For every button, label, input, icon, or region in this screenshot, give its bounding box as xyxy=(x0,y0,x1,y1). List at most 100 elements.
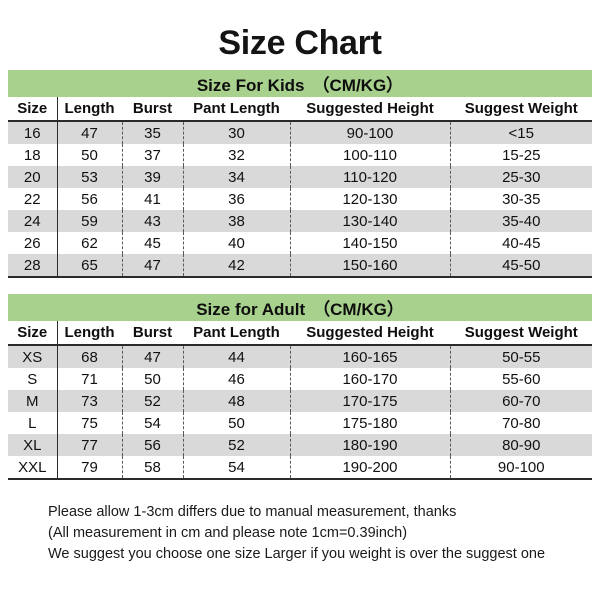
cell-pant-length: 30 xyxy=(182,121,290,144)
cell-burst: 43 xyxy=(121,210,183,232)
cell-suggest-weight: 70-80 xyxy=(449,412,593,434)
table-row: 26 62 45 40 140-150 40-45 xyxy=(8,232,593,254)
cell-pant-length: 54 xyxy=(182,456,290,480)
cell-size: 26 xyxy=(23,234,41,252)
cell-length: 47 xyxy=(56,121,122,144)
kids-col-header-suggest-weight: Suggest Weight xyxy=(449,97,593,122)
adult-band-unit: （CM/KG） xyxy=(313,300,404,319)
table-row: M 73 52 48 170-175 60-70 xyxy=(8,390,593,412)
cell-suggested-height: 190-200 xyxy=(289,456,450,480)
table-row: 16 47 35 30 90-100 <15 xyxy=(8,121,593,144)
cell-suggest-weight: 50-55 xyxy=(449,345,593,368)
cell-size: XL xyxy=(8,434,57,456)
cell-pant-length: 44 xyxy=(182,345,290,368)
cell-suggest-weight: <15 xyxy=(449,121,593,144)
cell-suggested-height: 140-150 xyxy=(289,232,450,254)
cell-pant-length: 38 xyxy=(182,210,290,232)
cell-pant-length: 32 xyxy=(182,144,290,166)
cell-suggested-height: 110-120 xyxy=(289,166,450,188)
cell-burst: 47 xyxy=(121,345,183,368)
table-row: L 75 54 50 175-180 70-80 xyxy=(8,412,593,434)
cell-burst: 37 xyxy=(121,144,183,166)
cell-pant-length: 46 xyxy=(182,368,290,390)
cell-pant-length: 42 xyxy=(182,254,290,278)
cell-pant-length: 52 xyxy=(182,434,290,456)
cell-burst: 47 xyxy=(121,254,183,278)
measurement-notes: Please allow 1-3cm differs due to manual… xyxy=(0,502,600,565)
table-row: 28 65 47 42 150-160 45-50 xyxy=(8,254,593,278)
cell-size: 20 xyxy=(8,166,57,188)
cell-suggest-weight: 25-30 xyxy=(449,166,593,188)
kids-col-header-suggested-height: Suggested Height xyxy=(289,97,450,122)
cell-suggested-height: 100-110 xyxy=(289,144,450,166)
cell-suggested-height: 120-130 xyxy=(289,188,450,210)
cell-length: 56 xyxy=(56,188,122,210)
cell-length: 73 xyxy=(56,390,122,412)
cell-suggested-height: 90-100 xyxy=(289,121,450,144)
adult-band-cell: Size for Adult （CM/KG） xyxy=(8,294,593,321)
table-row: 20 53 39 34 110-120 25-30 xyxy=(8,166,593,188)
cell-burst: 41 xyxy=(121,188,183,210)
kids-band-cell: Size For Kids （CM/KG） xyxy=(8,70,593,97)
cell-suggested-height: 160-165 xyxy=(289,345,450,368)
table-row: 24 59 43 38 130-140 35-40 xyxy=(8,210,593,232)
cell-suggested-height: 130-140 xyxy=(289,210,450,232)
cell-size: XS xyxy=(8,345,57,368)
adult-band-title: Size for Adult xyxy=(196,300,306,319)
adult-col-header-size: Size xyxy=(8,321,57,346)
kids-col-header-length: Length xyxy=(56,97,122,122)
cell-suggest-weight: 45-50 xyxy=(449,254,593,278)
cell-suggest-weight: 60-70 xyxy=(449,390,593,412)
adult-col-header-length: Length xyxy=(56,321,122,346)
cell-length: 53 xyxy=(56,166,122,188)
adult-header-row: Size Length Burst Pant Length Suggested … xyxy=(8,321,593,346)
cell-suggest-weight: 55-60 xyxy=(449,368,593,390)
cell-suggest-weight: 30-35 xyxy=(449,188,593,210)
table-row: 18 50 37 32 100-110 15-25 xyxy=(8,144,593,166)
cell-size: 22 xyxy=(23,190,41,208)
kids-band-title: Size For Kids xyxy=(196,76,305,95)
cell-size: M xyxy=(8,390,57,412)
cell-pant-length: 40 xyxy=(182,232,290,254)
kids-table-band: Size For Kids （CM/KG） xyxy=(8,70,593,97)
note-line-2: (All measurement in cm and please note 1… xyxy=(48,525,408,541)
cell-length: 68 xyxy=(56,345,122,368)
adult-col-header-burst: Burst xyxy=(121,321,183,346)
cell-burst: 54 xyxy=(121,412,183,434)
cell-suggest-weight: 15-25 xyxy=(449,144,593,166)
cell-suggested-height: 160-170 xyxy=(289,368,450,390)
cell-burst: 50 xyxy=(121,368,183,390)
cell-length: 75 xyxy=(56,412,122,434)
adult-size-table: Size for Adult （CM/KG） Size Length Burst … xyxy=(8,294,593,480)
kids-header-row: Size Length Burst Pant Length Suggested … xyxy=(8,97,593,122)
kids-band-unit: （CM/KG） xyxy=(312,76,404,95)
cell-burst: 35 xyxy=(121,121,183,144)
cell-suggested-height: 150-160 xyxy=(289,254,450,278)
table-row: 22 56 41 36 120-130 30-35 xyxy=(8,188,593,210)
kids-col-header-pant-length: Pant Length xyxy=(182,97,290,122)
kids-size-table-block: Size For Kids （CM/KG） Size Length Burst P… xyxy=(8,70,593,278)
kids-size-table: Size For Kids （CM/KG） Size Length Burst P… xyxy=(8,70,593,278)
table-row: XL 77 56 52 180-190 80-90 xyxy=(8,434,593,456)
cell-burst: 45 xyxy=(121,232,183,254)
cell-burst: 56 xyxy=(121,434,183,456)
cell-burst: 58 xyxy=(121,456,183,480)
kids-col-header-size: Size xyxy=(8,97,57,122)
cell-length: 62 xyxy=(56,232,122,254)
cell-length: 71 xyxy=(56,368,122,390)
cell-suggested-height: 170-175 xyxy=(289,390,450,412)
adult-col-header-suggested-height: Suggested Height xyxy=(289,321,450,346)
cell-suggested-height: 175-180 xyxy=(289,412,450,434)
cell-size: 24 xyxy=(8,210,57,232)
cell-pant-length: 34 xyxy=(182,166,290,188)
table-row: XXL 79 58 54 190-200 90-100 xyxy=(8,456,593,480)
cell-size: 18 xyxy=(23,146,41,164)
cell-size: S xyxy=(27,370,38,388)
table-row: XS 68 47 44 160-165 50-55 xyxy=(8,345,593,368)
adult-size-table-block: Size for Adult （CM/KG） Size Length Burst … xyxy=(8,294,593,480)
adult-col-header-pant-length: Pant Length xyxy=(182,321,290,346)
kids-col-header-burst: Burst xyxy=(121,97,183,122)
cell-size: 16 xyxy=(8,121,57,144)
cell-suggest-weight: 35-40 xyxy=(449,210,593,232)
